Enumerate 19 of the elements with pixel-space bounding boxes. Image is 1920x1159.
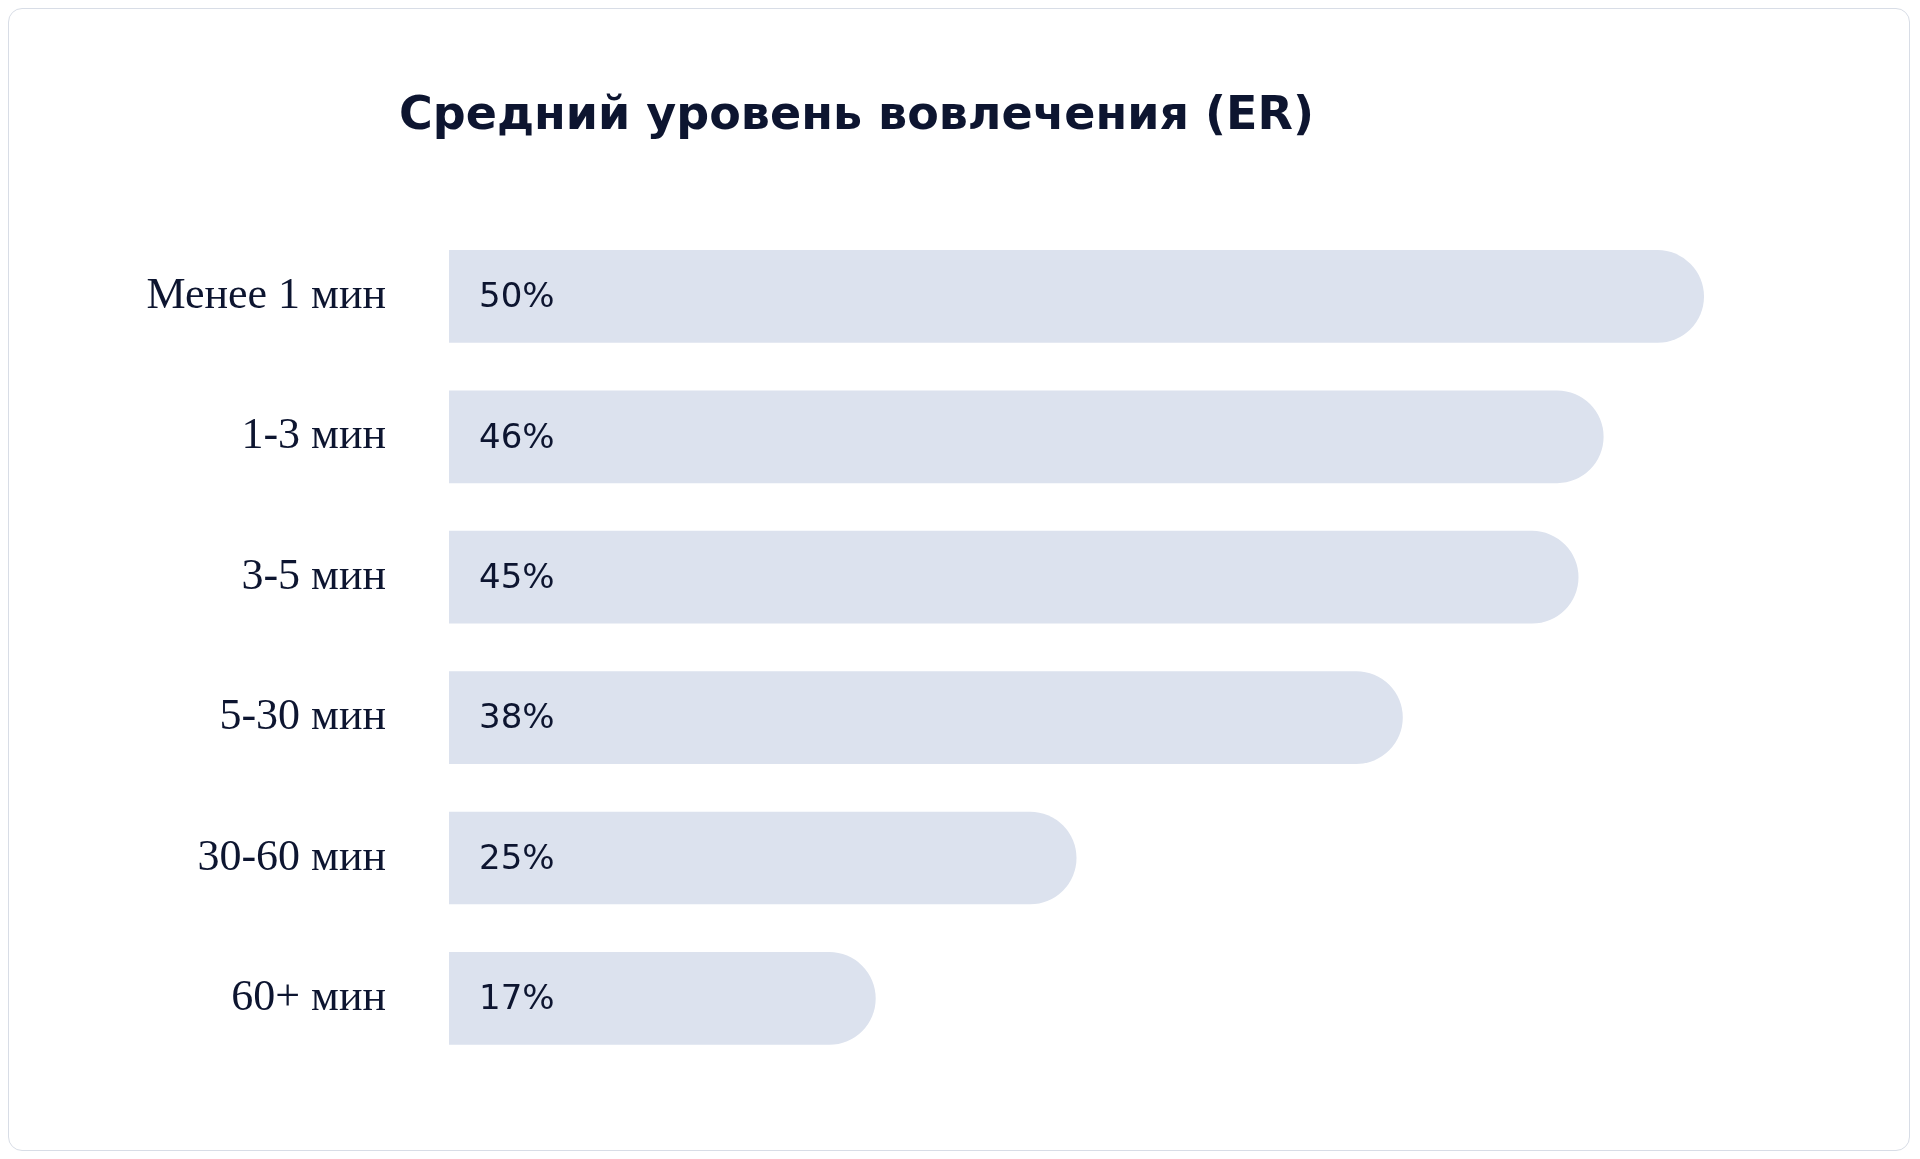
bar [449,811,1077,905]
bar [449,530,1579,624]
data-label: 46% [479,415,555,456]
chart-title: Средний уровень вовлечения (ER) [399,85,1314,140]
data-label: 45% [479,556,555,597]
bar [449,952,876,1045]
y-tick-label: 30-60 мин [197,830,386,880]
bar [449,390,1604,484]
data-label: 38% [479,696,555,737]
y-tick-label: 5-30 мин [219,690,386,740]
bar [449,671,1403,764]
y-tick-label: 60+ мин [231,970,386,1020]
data-label: 50% [479,275,555,316]
data-label: 17% [479,977,555,1018]
y-tick-label: 1-3 мин [241,409,386,459]
y-tick-label: Менее 1 мин [146,268,386,318]
y-tick-label: 3-5 мин [241,549,386,599]
data-label: 25% [479,836,555,877]
bar [449,250,1704,343]
